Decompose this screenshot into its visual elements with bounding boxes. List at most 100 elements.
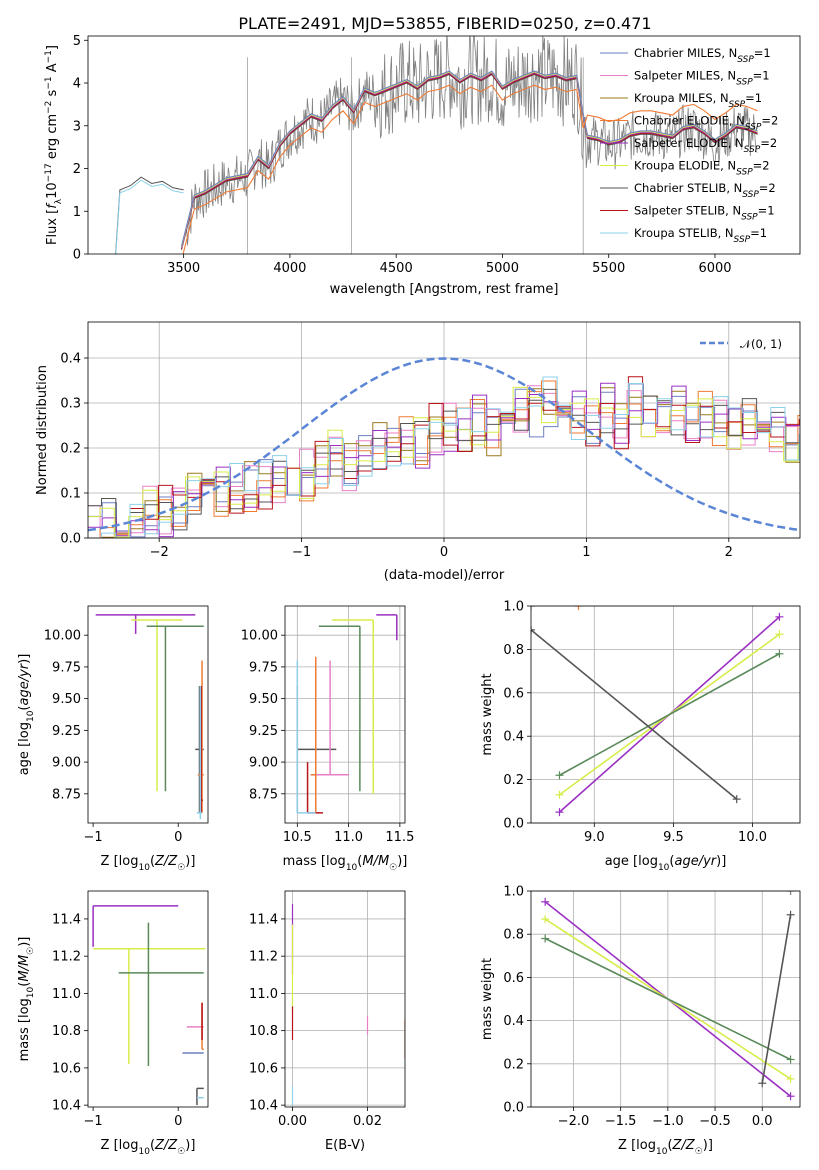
y-axis-label-part: Flux [ (45, 209, 60, 245)
y-tick-label: 10.8 (52, 1024, 81, 1039)
x-axis-label: mass [log10(M/M☉)] (283, 854, 408, 873)
legend-entry: Chabrier ELODIE, NSSP=2 (634, 114, 778, 133)
residual-histogram (88, 387, 800, 538)
x-tick-label: 5500 (592, 261, 625, 276)
legend-entry-part: SSP (744, 145, 761, 155)
legend-entry-part: =1 (754, 46, 771, 60)
x-tick-label: 9.5 (663, 830, 684, 845)
x-tick-label: −2.0 (558, 1114, 590, 1129)
x-axis-label-part: )] (185, 854, 195, 869)
y-tick-label: 9.75 (52, 660, 81, 675)
x-axis-label-part: )] (185, 1138, 195, 1153)
legend-entry: Chabrier STELIB, NSSP=2 (634, 181, 776, 200)
weight-line (761, 914, 792, 1084)
y-tick-label: 0.8 (503, 928, 524, 943)
y-tick-label: 9.75 (249, 660, 278, 675)
x-axis-label: (data-model)/error (384, 568, 505, 583)
y-tick-label: 1.0 (503, 600, 524, 615)
model-spectrum (180, 72, 758, 249)
x-tick-label: −1 (84, 1114, 103, 1129)
x-tick-label: 11.0 (334, 830, 363, 845)
y-tick-label: 11.4 (249, 912, 278, 927)
x-tick-label: −0.5 (699, 1114, 731, 1129)
y-tick-label: 1.0 (503, 885, 524, 900)
y-tick-label: 0.0 (503, 1101, 524, 1116)
y-tick-label: 8.75 (52, 787, 81, 802)
axes-frame (530, 605, 801, 824)
y-tick-label: 10.00 (241, 629, 278, 644)
x-axis-label-part: ( (150, 854, 155, 869)
y-axis-label-part: age [log (17, 722, 32, 775)
x-tick-label: 3500 (167, 261, 200, 276)
x-axis-label: E(B-V) (325, 1138, 365, 1153)
x-axis-label-part: ( (669, 854, 674, 869)
x-tick-label: 6000 (698, 261, 731, 276)
y-tick-label: 0.0 (60, 532, 81, 547)
x-axis-label-part: Z [log (618, 1138, 656, 1153)
x-axis-label-part: ( (667, 1138, 672, 1153)
y-axis-label: mass weight (480, 958, 495, 1040)
y-tick-label: 9.50 (249, 692, 278, 707)
x-axis-label-part: 10 (658, 863, 670, 873)
axes-frame (284, 605, 406, 824)
x-tick-label: 10.0 (738, 830, 767, 845)
z-weight-marks (541, 891, 795, 1101)
residual-histogram (88, 376, 800, 538)
legend-entry-part: Chabrier MILES, N (634, 46, 737, 60)
y-axis-label-part: s (45, 89, 60, 100)
legend-entry-part: Salpeter MILES, N (634, 69, 736, 83)
age-weight: 9.0 9.5 10.0 0.0 0.2 0.4 0.6 0.8 1.0 age [log10(a… (480, 600, 801, 873)
axes-frame (530, 890, 801, 1108)
y-axis-label: mass [log10(M/M☉)] (17, 937, 36, 1062)
y-tick-label: 9.25 (249, 724, 278, 739)
x-axis-label-part: 10 (138, 863, 150, 873)
y-axis-label-part: )] (17, 937, 32, 947)
mass-age-marks (296, 614, 398, 814)
x-axis-label-part: Z [log (101, 854, 139, 869)
normal-curve (88, 357, 800, 532)
plot-layer: 3500 4000 4500 5000 5500 6000 0 1 2 3 4 5 wavelength… (17, 34, 801, 1157)
spectrum-lines (115, 36, 758, 254)
mass-age: 10.5 11.0 11.5 8.75 9.00 9.25 9.50 9.75 10.00 mas… (241, 605, 414, 873)
y-axis-label-part: ( (17, 982, 32, 987)
x-tick-label: 0.00 (278, 1114, 307, 1129)
legend-entry-part: Salpeter STELIB, N (634, 204, 741, 218)
x-axis-label-part: age/yr (674, 854, 717, 869)
y-axis-label-part: 10 (26, 986, 36, 998)
age-weight-marks (531, 606, 784, 817)
weight-line (544, 937, 791, 1061)
y-tick-label: 0.1 (60, 487, 81, 502)
legend-entry-part: SSP (741, 213, 758, 223)
histograms (88, 357, 800, 538)
x-axis-label-part: E(B-V) (325, 1138, 365, 1153)
x-axis-label-part: ☉ (177, 863, 185, 873)
model-spectrum (180, 72, 758, 250)
legend-entry-part: =2 (761, 114, 778, 128)
y-axis-label-part: A (45, 63, 60, 76)
y-tick-label: 0.2 (503, 1057, 524, 1072)
x-axis-label: wavelength [Angstrom, rest frame] (330, 282, 559, 297)
model-spectrum (180, 70, 758, 247)
legend-entry-part: =2 (760, 136, 777, 150)
axes-frame (87, 321, 801, 539)
x-axis-label-part: ( (150, 1138, 155, 1153)
x-axis-label-part: M/M (362, 854, 389, 869)
x-tick-label: 5000 (486, 261, 519, 276)
x-tick-label: 0.0 (752, 1114, 773, 1129)
x-tick-label: 2 (725, 545, 733, 560)
y-tick-label: 1 (73, 205, 81, 220)
y-tick-label: 10.00 (44, 629, 81, 644)
y-axis-label: Flux [fλ10−17 erg cm−2 s−1 A−1] (44, 45, 64, 245)
y-axis-label-part: −1 (44, 76, 54, 89)
x-tick-label: −1.5 (605, 1114, 637, 1129)
y-tick-label: 10.6 (249, 1061, 278, 1076)
legend-entry-part: =2 (759, 181, 776, 195)
y-tick-label: 0.4 (503, 1014, 524, 1029)
residual-histogram (88, 386, 800, 538)
x-tick-label: 9.0 (584, 830, 605, 845)
y-tick-label: 11.4 (52, 912, 81, 927)
y-axis-label: age [log10(age/yr)] (17, 654, 36, 776)
ebv-mass-marks (291, 904, 405, 1106)
x-axis-label: Z [log10(Z/Z☉)] (618, 1138, 713, 1157)
legend-entry-part: Salpeter ELODIE, N (634, 136, 744, 150)
